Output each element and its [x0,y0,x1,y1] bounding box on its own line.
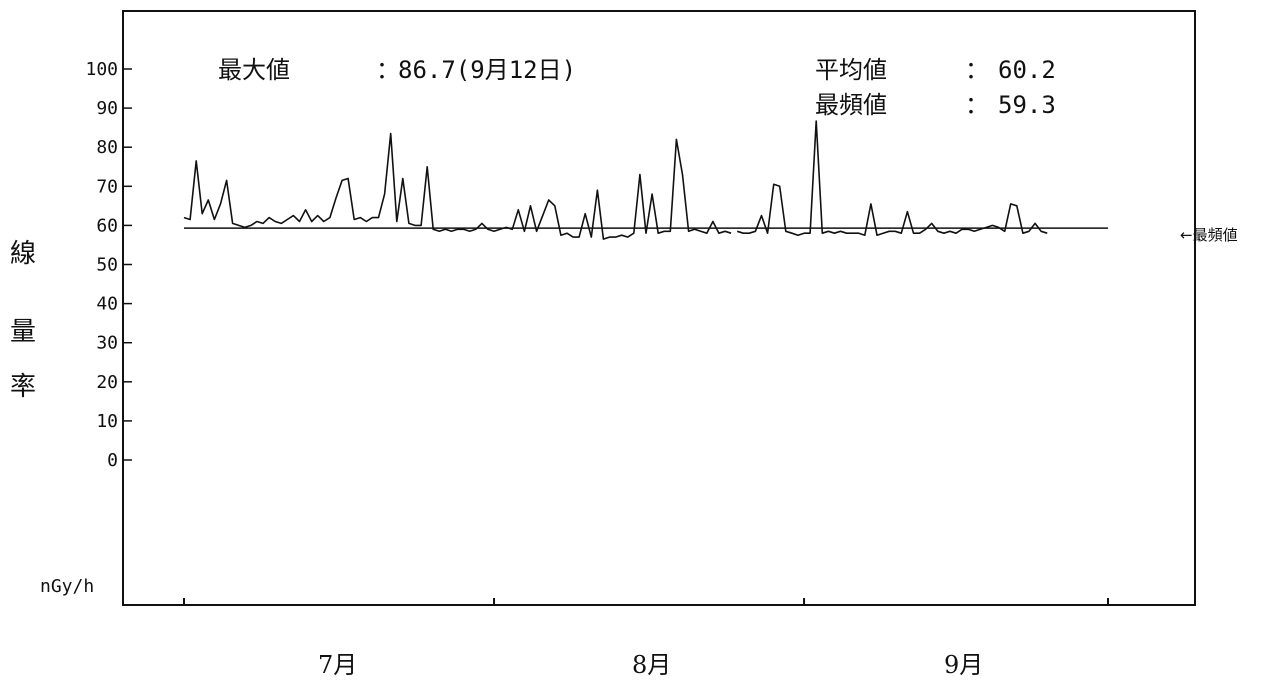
y-tick-label: 70 [96,176,118,197]
y-tick-label: 90 [96,98,118,119]
month-label-sep: 9月 [944,651,983,679]
y-tick-label: 100 [85,59,118,80]
y-tick-label: 50 [96,255,118,276]
mean-separator: ： [965,56,989,84]
y-tick-label: 20 [96,372,118,393]
max-value: 86.7(9月12日) [398,56,576,84]
y-unit-label: nGy/h [40,576,94,597]
max-separator: ： [376,56,400,84]
ylabel-char-1: 線 [10,239,36,269]
y-tick-label: 80 [96,137,118,158]
dose-rate-series-line [736,120,1048,236]
max-label: 最大値 [218,56,290,84]
mode-label: 最頻値 [815,91,887,119]
y-tick-label: 10 [96,411,118,432]
mode-separator: ： [965,91,989,119]
ylabel-char-2: 量 [10,317,36,347]
ylabel-char-3: 率 [10,372,36,402]
mode-marker-label: ←最頻値 [1180,226,1238,244]
y-tick-label: 30 [96,333,118,354]
mode-value: 59.3 [998,91,1056,119]
y-tick-label: 0 [107,450,118,471]
month-label-jul: 7月 [318,651,357,679]
y-tick-label: 40 [96,294,118,315]
month-label-aug: 8月 [632,651,671,679]
x-axis [183,598,1109,606]
y-tick-label: 60 [96,215,118,236]
mean-label: 平均値 [815,56,887,84]
mean-value: 60.2 [998,56,1056,84]
series-group [183,120,1048,240]
plot-frame [122,10,1196,606]
dose-rate-series-line [183,132,732,240]
